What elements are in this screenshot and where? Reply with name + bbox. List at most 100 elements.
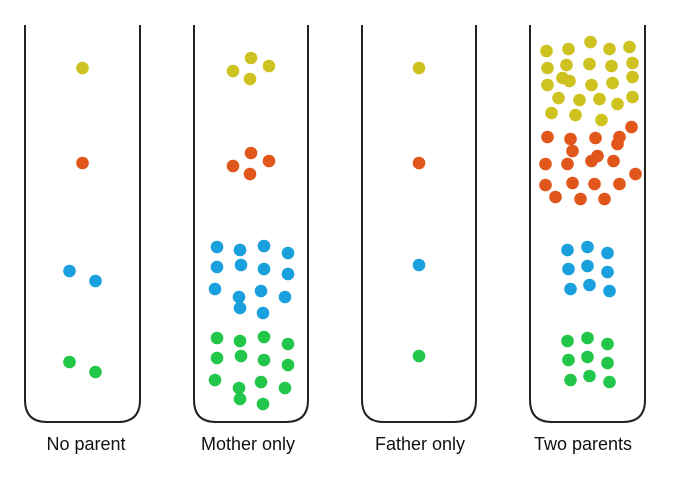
green-dot xyxy=(256,397,270,411)
orange-dot xyxy=(76,156,89,170)
blue-dot xyxy=(561,243,574,257)
tube-outline-no-parent xyxy=(24,25,141,423)
green-dot xyxy=(63,355,76,369)
blue-dot xyxy=(281,246,295,260)
blue-dot xyxy=(564,282,577,296)
yellow-dot xyxy=(606,76,619,90)
green-dot xyxy=(210,351,224,365)
green-dot xyxy=(233,334,247,348)
yellow-dot xyxy=(626,56,639,70)
green-dot xyxy=(257,330,271,344)
tube-two-parents xyxy=(529,25,646,423)
yellow-dot xyxy=(226,64,240,78)
tube-outline-two-parents xyxy=(529,25,646,423)
label-no-parent: No parent xyxy=(46,434,126,454)
blue-dot xyxy=(581,259,594,273)
blue-dot xyxy=(281,267,295,281)
blue-dot xyxy=(89,274,102,288)
orange-dot xyxy=(561,157,574,171)
yellow-dot xyxy=(243,72,257,86)
blue-dot xyxy=(233,301,247,315)
orange-dot xyxy=(541,130,554,144)
green-dot xyxy=(562,353,575,367)
green-dot xyxy=(583,369,596,383)
label-father-only: Father only xyxy=(374,434,466,454)
green-dot xyxy=(281,358,295,372)
orange-dot xyxy=(611,137,624,151)
orange-dot xyxy=(625,120,638,134)
yellow-dot xyxy=(593,92,606,106)
green-dot xyxy=(601,337,614,351)
blue-dot xyxy=(234,258,248,272)
tube-outline-father-only xyxy=(361,25,477,423)
orange-dot xyxy=(607,154,620,168)
green-dot xyxy=(257,353,271,367)
yellow-dot xyxy=(556,71,569,85)
yellow-dot xyxy=(603,42,616,56)
orange-dot xyxy=(585,154,598,168)
green-dot xyxy=(233,392,247,406)
yellow-dot xyxy=(605,59,618,73)
blue-dot xyxy=(63,264,76,278)
orange-dot xyxy=(613,177,626,191)
green-dot xyxy=(412,349,426,363)
blue-dot xyxy=(603,284,616,298)
label-mother-only: Mother only xyxy=(200,434,296,454)
yellow-dot xyxy=(569,108,582,122)
blue-dot xyxy=(601,246,614,260)
yellow-dot xyxy=(562,42,575,56)
blue-dot xyxy=(562,262,575,276)
green-dot xyxy=(281,337,295,351)
orange-dot xyxy=(549,190,562,204)
yellow-dot xyxy=(626,90,639,104)
tube-father-only xyxy=(361,25,477,423)
orange-dot xyxy=(566,144,579,158)
yellow-dot xyxy=(552,91,565,105)
blue-dot xyxy=(583,278,596,292)
blue-dot xyxy=(256,306,270,320)
blue-dot xyxy=(581,240,594,254)
blue-dot xyxy=(412,258,426,272)
green-dot xyxy=(234,349,248,363)
green-dot xyxy=(581,331,594,345)
yellow-dot xyxy=(585,78,598,92)
orange-dot xyxy=(226,159,240,173)
yellow-dot xyxy=(262,59,276,73)
green-dot xyxy=(232,381,246,395)
blue-dot xyxy=(257,239,271,253)
yellow-dot xyxy=(560,58,573,72)
orange-dot xyxy=(412,156,426,170)
orange-dot xyxy=(589,131,602,145)
blue-dot xyxy=(210,240,224,254)
yellow-dot xyxy=(595,113,608,127)
yellow-dot xyxy=(626,70,639,84)
orange-dot xyxy=(629,167,642,181)
blue-dot xyxy=(208,282,222,296)
yellow-dot xyxy=(623,40,636,54)
blue-dot xyxy=(232,290,246,304)
green-dot xyxy=(254,375,268,389)
green-dot xyxy=(210,331,224,345)
orange-dot xyxy=(588,177,601,191)
yellow-dot xyxy=(541,61,554,75)
yellow-dot xyxy=(76,61,89,75)
yellow-dot xyxy=(584,35,597,49)
green-dot xyxy=(89,365,102,379)
tube-outline-mother-only xyxy=(193,25,309,423)
orange-dot xyxy=(574,192,587,206)
blue-dot xyxy=(601,265,614,279)
orange-dot xyxy=(539,178,552,192)
yellow-dot xyxy=(541,78,554,92)
green-dot xyxy=(564,373,577,387)
green-dot xyxy=(208,373,222,387)
green-dot xyxy=(581,350,594,364)
label-two-parents: Two parents xyxy=(533,434,633,454)
blue-dot xyxy=(254,284,268,298)
blue-dot xyxy=(278,290,292,304)
orange-dot xyxy=(598,192,611,206)
blue-dot xyxy=(233,243,247,257)
blue-dot xyxy=(210,260,224,274)
yellow-dot xyxy=(545,106,558,120)
yellow-dot xyxy=(583,57,596,71)
